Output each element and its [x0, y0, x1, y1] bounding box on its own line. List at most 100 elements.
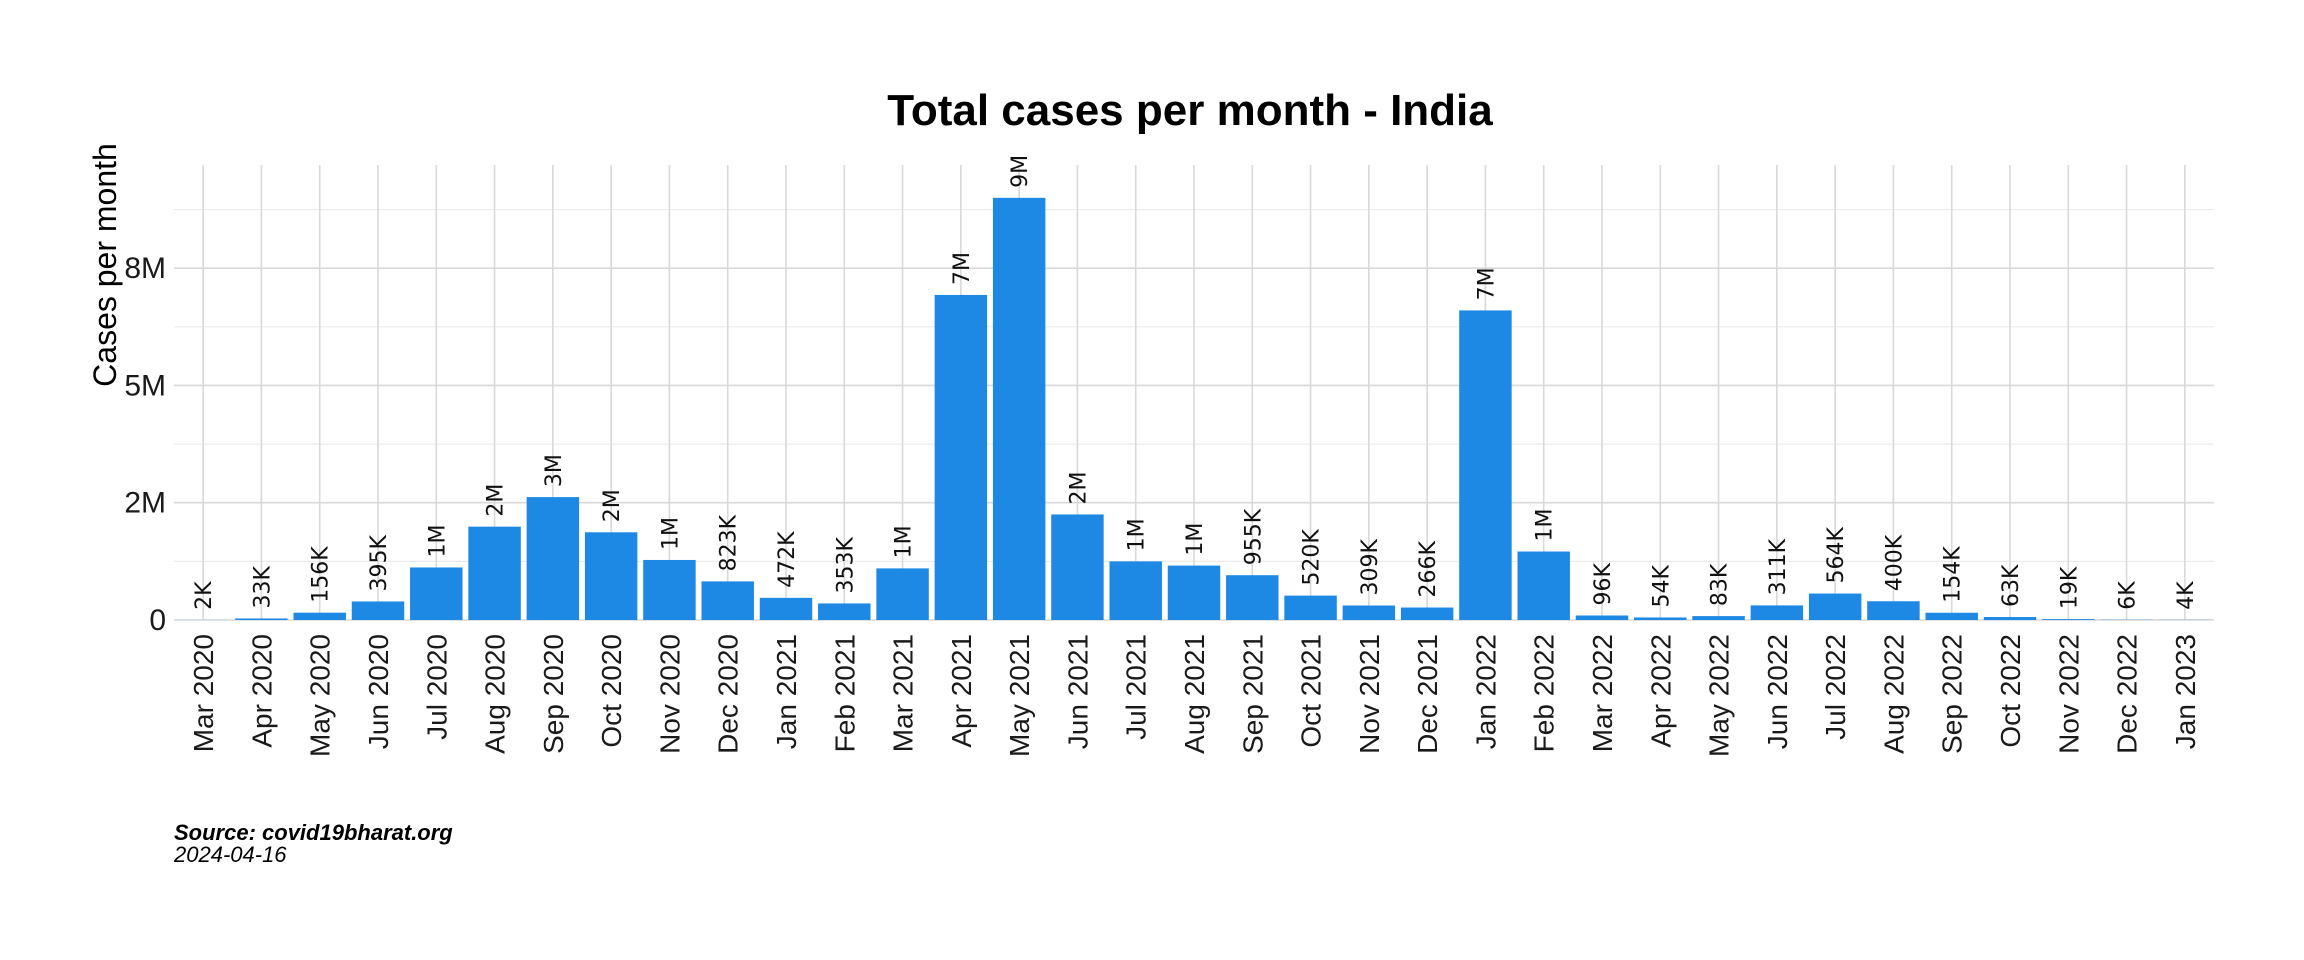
bar [235, 618, 288, 620]
x-tick-label: Apr 2021 [946, 634, 977, 748]
x-tick-label: Aug 2020 [480, 634, 511, 754]
x-tick-label: Oct 2021 [1296, 634, 1327, 748]
x-tick-label: Nov 2021 [1354, 634, 1385, 754]
data-label: 83K [1708, 563, 1733, 606]
x-tick-label: Dec 2020 [713, 634, 744, 754]
bar [701, 581, 754, 620]
bar [1051, 514, 1104, 620]
bar [1634, 617, 1687, 620]
bar [1459, 310, 1512, 620]
x-tick-label: Jan 2022 [1470, 634, 1501, 749]
bar [1750, 605, 1804, 620]
bar [876, 568, 929, 620]
bar [934, 294, 988, 620]
bar [1109, 561, 1162, 620]
x-tick-label: May 2020 [305, 634, 336, 757]
y-axis-ticks: 0 2M 5M 8M [124, 252, 166, 637]
bar [1867, 601, 1920, 620]
x-tick-label: Jul 2022 [1820, 634, 1851, 740]
data-label: 311K [1766, 538, 1791, 595]
source-caption: Source: covid19bharat.org [174, 820, 453, 845]
y-tick-label: 5M [124, 369, 166, 402]
data-label: 63K [1999, 564, 2024, 607]
data-label: 7M [950, 252, 975, 285]
data-label: 309K [1358, 539, 1383, 596]
bar [1983, 617, 2037, 620]
bar [351, 601, 405, 620]
x-tick-label: Oct 2022 [1995, 634, 2026, 748]
x-tick-label: Jun 2022 [1762, 634, 1793, 749]
bar [2042, 619, 2095, 620]
x-tick-label: Aug 2022 [1878, 634, 1909, 754]
bar [1342, 605, 1396, 620]
bar [526, 497, 580, 620]
data-label: 3M [542, 454, 567, 487]
data-label: 9M [1008, 155, 1033, 188]
data-label: 2K [192, 581, 217, 610]
data-label: 400K [1882, 534, 1907, 591]
data-label: 395K [367, 534, 392, 591]
data-label: 33K [250, 565, 275, 608]
bar [1167, 565, 1221, 620]
data-label: 266K [1416, 541, 1441, 598]
x-tick-label: Mar 2022 [1587, 634, 1618, 752]
x-tick-label: Apr 2020 [246, 634, 277, 748]
bar [1575, 615, 1629, 620]
data-label: 472K [775, 531, 800, 588]
x-tick-label: Aug 2021 [1179, 634, 1210, 754]
y-tick-label: 8M [124, 252, 166, 285]
date-caption: 2024-04-16 [173, 842, 287, 867]
bar [1925, 612, 1978, 620]
x-tick-label: Dec 2021 [1412, 634, 1443, 754]
data-label: 823K [717, 514, 742, 571]
bar [468, 526, 521, 620]
data-label: 54K [1649, 564, 1674, 607]
x-axis-ticks: Mar 2020 Apr 2020 May 2020 Jun 2020 Jul 2020… [188, 634, 2201, 757]
x-tick-label: May 2022 [1704, 634, 1735, 757]
bar [1284, 595, 1337, 620]
data-label: 1M [425, 524, 450, 557]
data-label: 564K [1824, 527, 1849, 584]
bar [1692, 616, 1745, 620]
data-label: 6K [2116, 581, 2141, 610]
data-label: 1M [1533, 509, 1558, 542]
data-label: 1M [658, 517, 683, 550]
x-tick-label: Oct 2020 [596, 634, 627, 748]
x-tick-label: Dec 2022 [2112, 634, 2143, 754]
data-label: 154K [1941, 546, 1966, 603]
y-tick-label: 2M [124, 487, 166, 520]
bar [293, 612, 346, 620]
x-tick-label: Jul 2020 [421, 634, 452, 740]
x-tick-label: Jan 2023 [2170, 634, 2201, 749]
x-tick-label: May 2021 [1004, 634, 1035, 757]
bar [584, 532, 638, 620]
data-labels: 2K 33K 156K 395K 1M 2M 3M 2M 1M 823K 472K 353K 1M 7M 9… [192, 155, 2199, 610]
bar [410, 567, 463, 620]
bar [643, 559, 696, 620]
data-label: 1M [892, 525, 917, 558]
x-tick-label: Jun 2020 [363, 634, 394, 749]
data-label: 2M [1066, 471, 1091, 504]
bars [176, 197, 2212, 620]
data-label: 19K [2057, 566, 2082, 609]
x-tick-label: Feb 2021 [829, 634, 860, 752]
bar [759, 597, 813, 620]
data-label: 2M [484, 484, 509, 517]
bar [1517, 551, 1570, 620]
bar [1808, 593, 1862, 620]
data-label: 955K [1241, 508, 1266, 565]
x-tick-label: Jan 2021 [771, 634, 802, 749]
x-tick-label: Jun 2021 [1062, 634, 1093, 749]
x-tick-label: Mar 2020 [188, 634, 219, 752]
data-label: 1M [1183, 523, 1208, 556]
x-tick-label: Feb 2022 [1529, 634, 1560, 752]
x-tick-label: Apr 2022 [1645, 634, 1676, 748]
chart-title: Total cases per month - India [887, 86, 1493, 135]
x-tick-label: Sep 2020 [538, 634, 569, 754]
y-axis-label: Cases per month [87, 143, 123, 387]
data-label: 353K [833, 536, 858, 593]
x-tick-label: Nov 2020 [654, 634, 685, 754]
data-label: 96K [1591, 563, 1616, 606]
x-tick-label: Sep 2021 [1237, 634, 1268, 754]
